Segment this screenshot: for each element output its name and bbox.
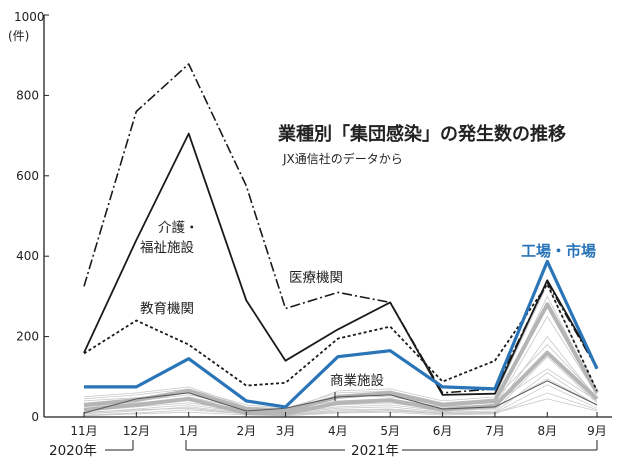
year-label-2020: 2020年 <box>49 443 97 459</box>
series-line-1 <box>83 132 598 396</box>
chart-subtitle: JX通信社のデータから <box>282 151 403 166</box>
x-tick-label-10: 9月 <box>587 424 607 438</box>
x-ticks: 11月 12月 1月 2月 3月 4月 5月 6月 7月 8月 9月 <box>70 412 607 438</box>
series-line-3 <box>84 259 599 409</box>
series-line-4 <box>83 380 598 414</box>
chart-title: 業種別「集団感染」の発生数の推移 <box>277 123 566 145</box>
x-tick-label-5: 4月 <box>328 424 348 438</box>
x-tick-label-0: 11月 <box>70 424 97 438</box>
series-label-care-line1: 介護・ <box>158 220 199 236</box>
series-label-commercial: 商業施設 <box>330 373 384 389</box>
main-series-group <box>83 63 599 414</box>
y-unit-label: (件) <box>8 29 29 43</box>
year-label-2021: 2021年 <box>351 443 399 459</box>
other-series-line-8 <box>83 344 598 409</box>
y-tick-label-800: 800 <box>16 88 39 102</box>
x-tick-label-6: 5月 <box>380 424 400 438</box>
series-line-0 <box>83 63 598 394</box>
y-tick-label-200: 200 <box>16 330 39 344</box>
y-tick-label-600: 600 <box>16 169 39 183</box>
series-label-factory-market: 工場・市場 <box>521 242 596 260</box>
x-tick-label-1: 12月 <box>123 424 150 438</box>
other-series-line-11 <box>83 283 598 412</box>
x-tick-label-7: 6月 <box>433 424 453 438</box>
other-series-bold-line-1 <box>83 350 599 416</box>
x-tick-label-4: 3月 <box>276 424 296 438</box>
x-tick-label-2: 1月 <box>179 424 199 438</box>
x-tick-label-3: 2月 <box>236 424 256 438</box>
series-label-education: 教育機関 <box>140 301 194 317</box>
series-line-2 <box>83 283 598 392</box>
series-label-care-line2: 福祉施設 <box>140 240 194 256</box>
other-series-line-3 <box>83 356 598 415</box>
other-series-line-5 <box>83 384 598 416</box>
x-tick-label-9: 8月 <box>537 424 557 438</box>
y-tick-label-1000: 1000 <box>14 10 45 24</box>
y-tick-label-0: 0 <box>31 410 39 424</box>
y-tick-label-400: 400 <box>16 249 39 263</box>
other-series-line-2 <box>83 335 598 414</box>
x-tick-label-8: 7月 <box>485 424 505 438</box>
other-series-line-4 <box>83 372 598 416</box>
series-label-medical: 医療機関 <box>289 269 343 286</box>
y-ticks: 0 200 400 600 800 <box>16 14 49 424</box>
other-series-line-10 <box>83 398 598 416</box>
